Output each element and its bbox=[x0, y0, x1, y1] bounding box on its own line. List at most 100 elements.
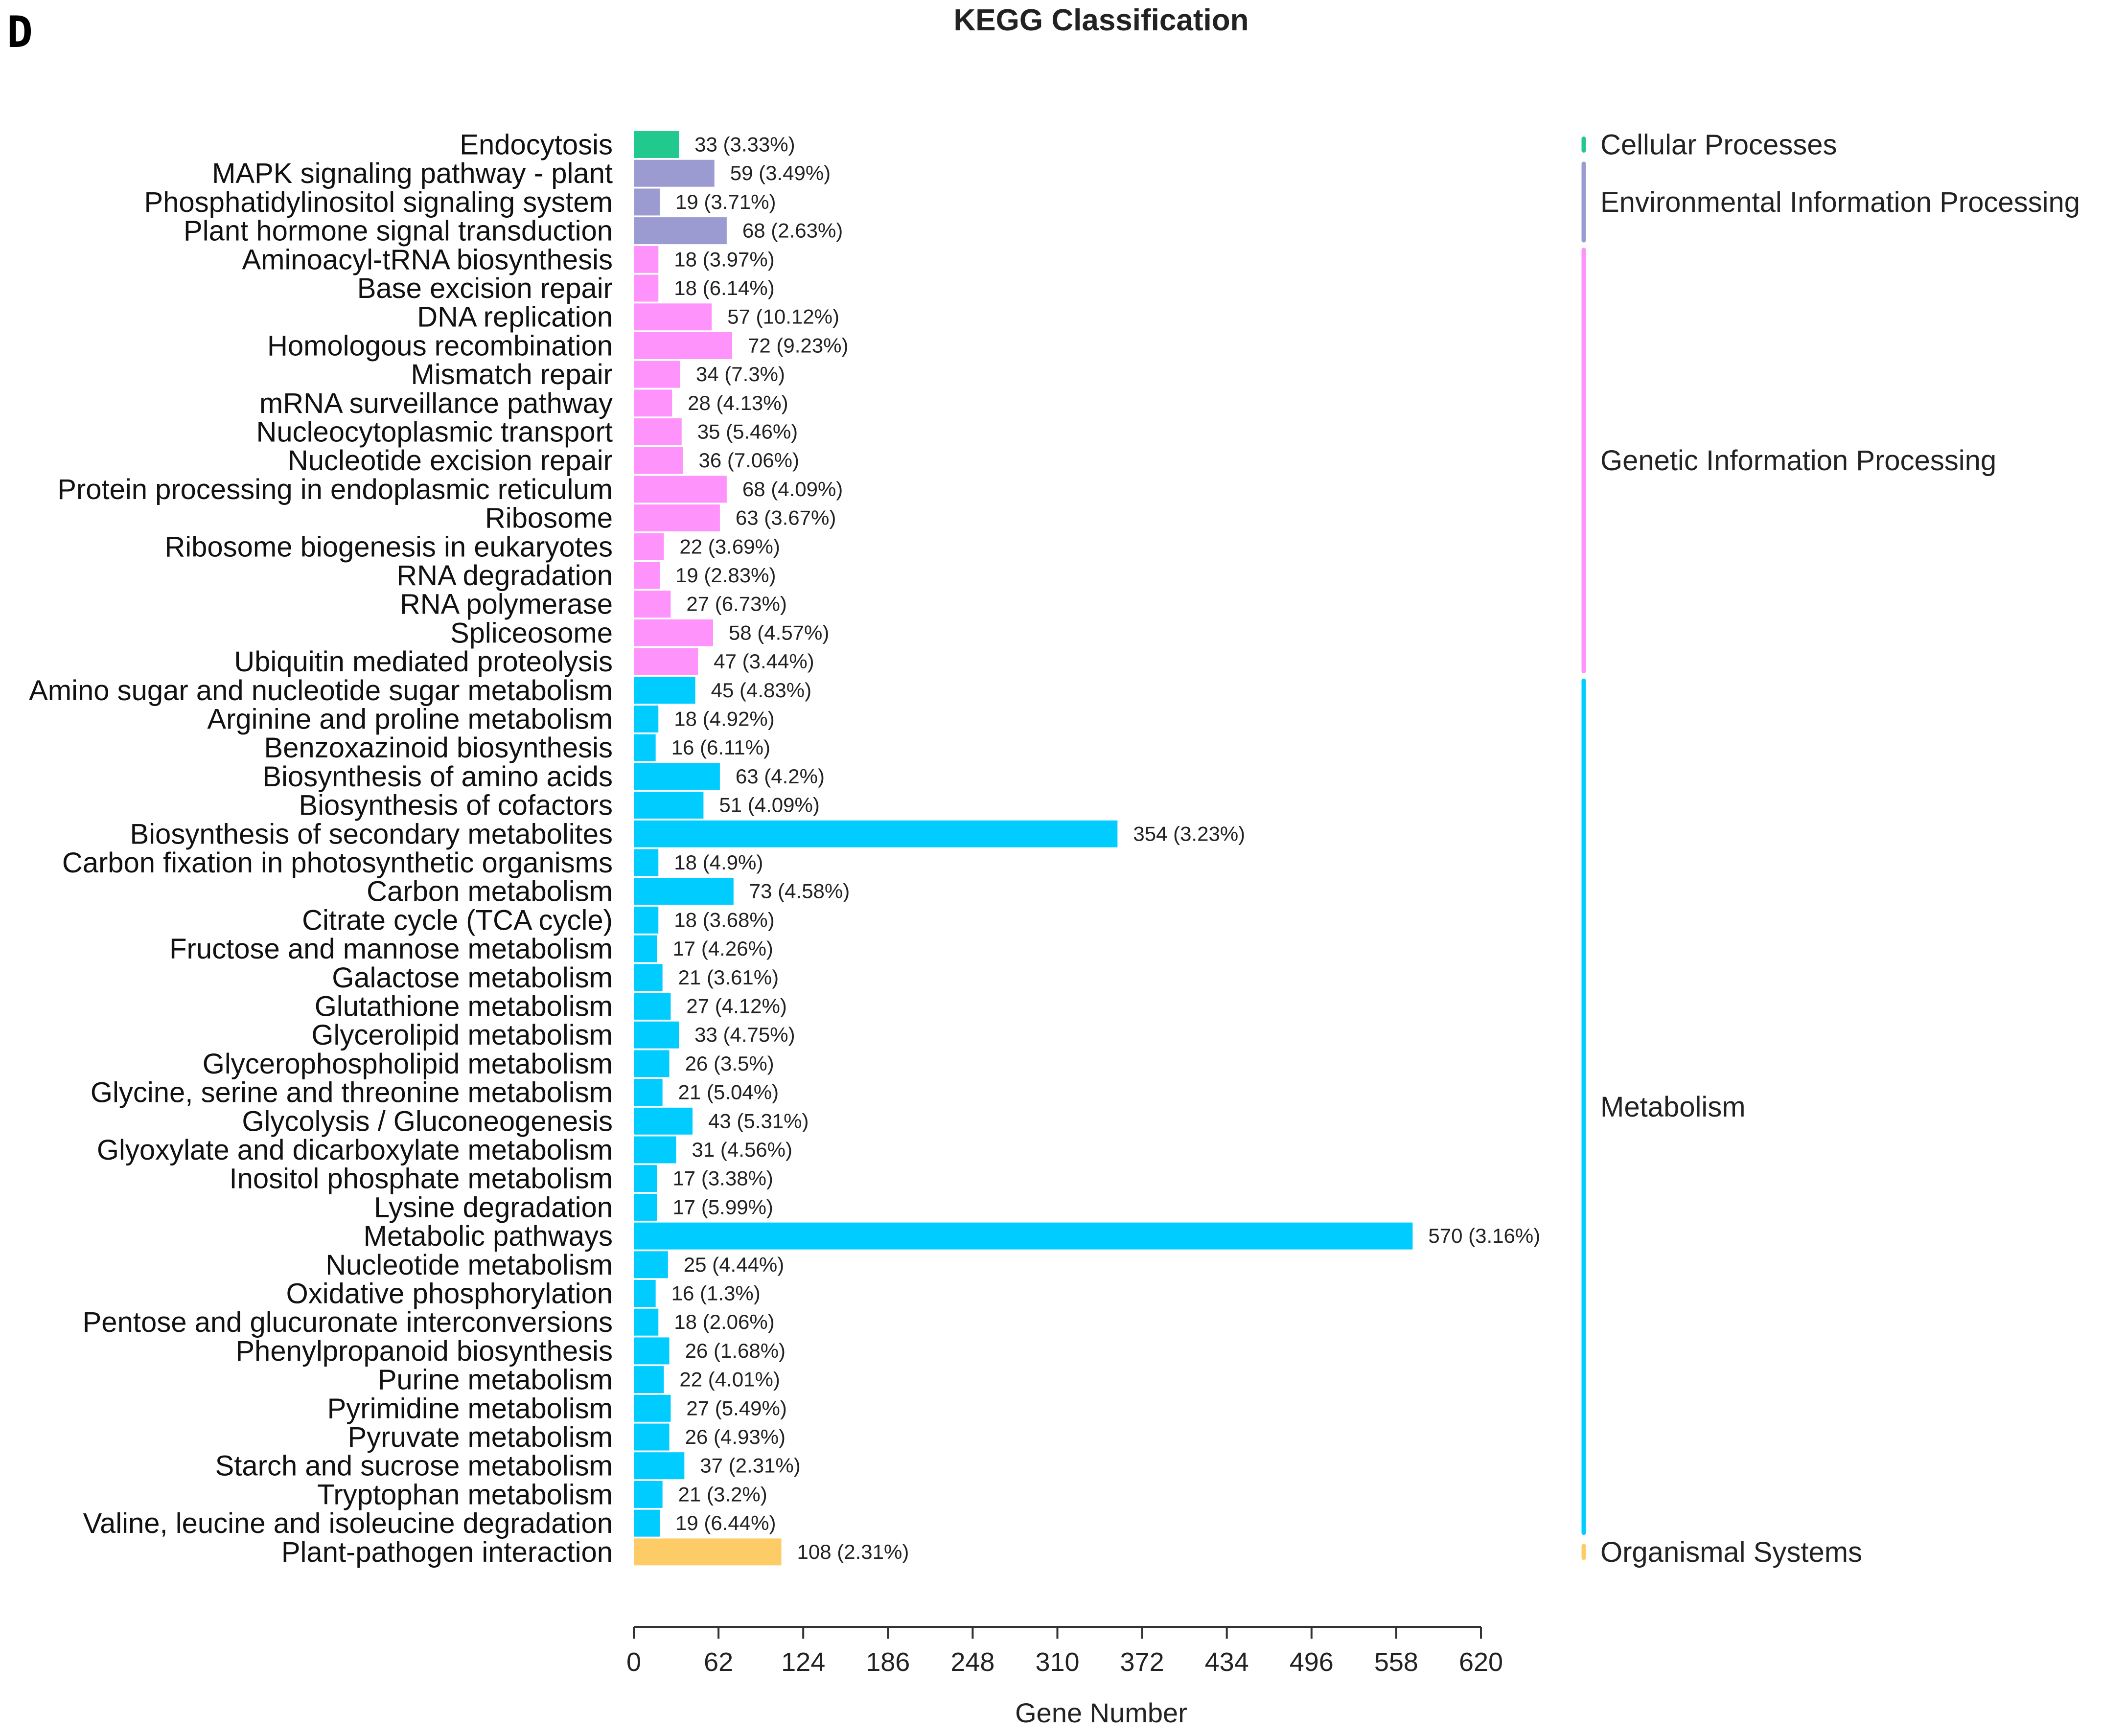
value-label: 28 (4.13%) bbox=[688, 391, 788, 414]
legend: Cellular Processes Environmental Informat… bbox=[1581, 129, 2080, 1568]
category-label: DNA replication bbox=[417, 301, 613, 333]
category-label: Phosphatidylinositol signaling system bbox=[144, 186, 613, 218]
bar-nucleotide-metabolism bbox=[634, 1251, 668, 1279]
value-label: 68 (2.63%) bbox=[742, 219, 843, 242]
bar-lysine-degradation bbox=[634, 1193, 657, 1221]
category-label: Arginine and proline metabolism bbox=[207, 704, 613, 735]
bar-purine-metabolism bbox=[634, 1366, 664, 1393]
bar-pentose-and-glucuronate-interconversions bbox=[634, 1308, 659, 1336]
bar-ribosome-biogenesis-in-eukaryotes bbox=[634, 533, 664, 560]
category-label: Protein processing in endoplasmic reticu… bbox=[57, 474, 613, 505]
bar-amino-sugar-and-nucleotide-sugar-metabolism bbox=[634, 677, 695, 704]
category-label: Base excision repair bbox=[357, 273, 613, 304]
category-label: Spliceosome bbox=[450, 617, 613, 649]
value-label: 570 (3.16%) bbox=[1428, 1224, 1540, 1247]
category-label: Oxidative phosphorylation bbox=[286, 1278, 613, 1310]
value-label: 26 (3.5%) bbox=[685, 1052, 774, 1075]
category-label: Galactose metabolism bbox=[332, 962, 613, 994]
bar-glycolysis-gluconeogenesis bbox=[634, 1107, 693, 1135]
value-label: 68 (4.09%) bbox=[742, 478, 843, 501]
bar-nucleocytoplasmic-transport bbox=[634, 418, 682, 445]
category-label: Biosynthesis of amino acids bbox=[262, 761, 613, 793]
x-tick-label: 434 bbox=[1205, 1647, 1249, 1677]
bar-biosynthesis-of-cofactors bbox=[634, 792, 704, 819]
value-label: 17 (4.26%) bbox=[672, 937, 773, 960]
value-label: 34 (7.3%) bbox=[696, 363, 785, 386]
value-label: 58 (4.57%) bbox=[729, 621, 829, 644]
bar-pyrimidine-metabolism bbox=[634, 1394, 671, 1422]
bar-aminoacyl-trna-biosynthesis bbox=[634, 246, 659, 273]
x-tick-label: 620 bbox=[1459, 1647, 1503, 1677]
category-label: Nucleotide excision repair bbox=[288, 445, 613, 477]
bar-mismatch-repair bbox=[634, 361, 680, 388]
x-tick-label: 124 bbox=[781, 1647, 825, 1677]
bar-mrna-surveillance-pathway bbox=[634, 389, 672, 417]
value-label: 27 (4.12%) bbox=[686, 995, 786, 1018]
category-label: Glycolysis / Gluconeogenesis bbox=[242, 1105, 613, 1137]
value-label: 33 (4.75%) bbox=[694, 1023, 795, 1046]
bar-plant-hormone-signal-transduction bbox=[634, 217, 727, 245]
category-label: Glyoxylate and dicarboxylate metabolism bbox=[97, 1134, 613, 1166]
value-label: 18 (2.06%) bbox=[674, 1310, 774, 1333]
bar-ubiquitin-mediated-proteolysis bbox=[634, 648, 698, 675]
value-label: 18 (3.97%) bbox=[674, 248, 774, 271]
category-label: Carbon fixation in photosynthetic organi… bbox=[62, 847, 613, 879]
bar-rna-degradation bbox=[634, 562, 660, 589]
bar-glycerolipid-metabolism bbox=[634, 1021, 679, 1049]
category-label: Valine, leucine and isoleucine degradati… bbox=[83, 1508, 613, 1539]
category-label: Pyruvate metabolism bbox=[347, 1421, 613, 1453]
chart-title: KEGG Classification bbox=[954, 3, 1249, 37]
category-label: Glycerophospholipid metabolism bbox=[203, 1048, 613, 1080]
bar-inositol-phosphate-metabolism bbox=[634, 1165, 657, 1192]
bar-protein-processing-in-endoplasmic-reticulum bbox=[634, 476, 727, 503]
x-tick-label: 496 bbox=[1290, 1647, 1334, 1677]
bar-endocytosis bbox=[634, 131, 679, 158]
value-label: 22 (3.69%) bbox=[679, 535, 780, 558]
x-tick-label: 248 bbox=[950, 1647, 994, 1677]
value-label: 51 (4.09%) bbox=[719, 794, 819, 817]
value-label: 19 (6.44%) bbox=[675, 1511, 776, 1534]
value-label: 18 (4.92%) bbox=[674, 708, 774, 731]
value-label: 18 (6.14%) bbox=[674, 276, 774, 299]
value-label: 37 (2.31%) bbox=[700, 1454, 800, 1477]
category-label: Glycine, serine and threonine metabolism bbox=[91, 1077, 613, 1109]
x-tick-label: 0 bbox=[626, 1647, 641, 1677]
value-label: 26 (1.68%) bbox=[685, 1339, 786, 1362]
value-label: 31 (4.56%) bbox=[692, 1138, 792, 1161]
legend-label-genetic-information-processing: Genetic Information Processing bbox=[1600, 445, 1996, 477]
bar-starch-and-sucrose-metabolism bbox=[634, 1452, 685, 1480]
bar-glycine-serine-and-threonine-metabolism bbox=[634, 1079, 663, 1106]
category-label: Inositol phosphate metabolism bbox=[230, 1163, 613, 1195]
bar-homologous-recombination bbox=[634, 332, 733, 359]
bar-dna-replication bbox=[634, 303, 712, 331]
x-tick-label: 372 bbox=[1120, 1647, 1164, 1677]
value-label: 35 (5.46%) bbox=[697, 420, 798, 443]
category-label: Glutathione metabolism bbox=[315, 991, 613, 1023]
legend-label-metabolism: Metabolism bbox=[1600, 1091, 1746, 1123]
value-label: 73 (4.58%) bbox=[749, 880, 850, 903]
category-label: MAPK signaling pathway - plant bbox=[212, 158, 613, 189]
category-label: mRNA surveillance pathway bbox=[259, 388, 613, 419]
category-label: Nucleotide metabolism bbox=[325, 1249, 613, 1281]
value-label: 72 (9.23%) bbox=[748, 334, 848, 357]
value-label: 21 (3.61%) bbox=[678, 966, 779, 989]
category-label: Homologous recombination bbox=[267, 330, 613, 362]
value-label: 22 (4.01%) bbox=[679, 1368, 780, 1391]
category-label: Pyrimidine metabolism bbox=[327, 1393, 613, 1424]
value-label: 27 (5.49%) bbox=[686, 1396, 786, 1419]
bar-biosynthesis-of-amino-acids bbox=[634, 763, 720, 790]
x-axis: 0 62 124 186 248 310 372 434 496 558 620 bbox=[626, 1626, 1503, 1677]
bar-plant-pathogen-interaction bbox=[634, 1538, 782, 1566]
bar-tryptophan-metabolism bbox=[634, 1481, 663, 1508]
category-label: Amino sugar and nucleotide sugar metabol… bbox=[29, 675, 613, 707]
category-label: Benzoxazinoid biosynthesis bbox=[264, 732, 613, 764]
value-label: 33 (3.33%) bbox=[694, 133, 795, 156]
bar-spliceosome bbox=[634, 619, 713, 646]
bar-phenylpropanoid-biosynthesis bbox=[634, 1337, 670, 1365]
category-label: Starch and sucrose metabolism bbox=[215, 1450, 613, 1482]
bar-mapk-signaling-pathway-plant bbox=[634, 160, 715, 187]
category-label: RNA degradation bbox=[396, 560, 613, 592]
value-label: 16 (6.11%) bbox=[671, 736, 770, 759]
x-tick-label: 62 bbox=[704, 1647, 733, 1677]
